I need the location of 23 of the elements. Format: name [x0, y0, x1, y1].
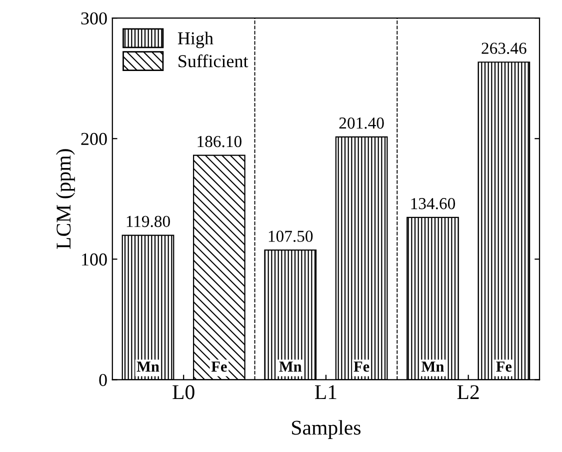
annotation: Fe — [211, 362, 227, 372]
annotation: Mn — [279, 362, 302, 372]
data-label: 134.60 — [411, 198, 456, 210]
y-axis-title: LCM (ppm) — [56, 149, 75, 249]
x-axis-title: Samples — [292, 420, 361, 439]
annotation: Mn — [422, 362, 444, 372]
x-tick-label: L1 — [314, 385, 336, 399]
legend-label: High — [178, 32, 214, 48]
data-label: 186.10 — [198, 136, 242, 148]
legend-label: Sufficient — [178, 54, 248, 68]
annotation: Fe — [354, 362, 370, 372]
data-label: 119.80 — [126, 216, 170, 228]
x-tick-label: L0 — [172, 385, 194, 400]
data-label: 263.46 — [482, 42, 526, 54]
y-tick-label: 200 — [81, 132, 107, 146]
annotation: Fe — [496, 362, 512, 372]
data-label: 201.40 — [339, 117, 384, 129]
y-tick-label: 300 — [81, 12, 107, 25]
annotation: Mn — [136, 362, 160, 372]
data-label: 107.50 — [268, 230, 313, 242]
y-tick-label: 0 — [99, 374, 107, 386]
y-tick-label: 100 — [82, 253, 107, 266]
x-tick-label: L2 — [457, 385, 479, 399]
